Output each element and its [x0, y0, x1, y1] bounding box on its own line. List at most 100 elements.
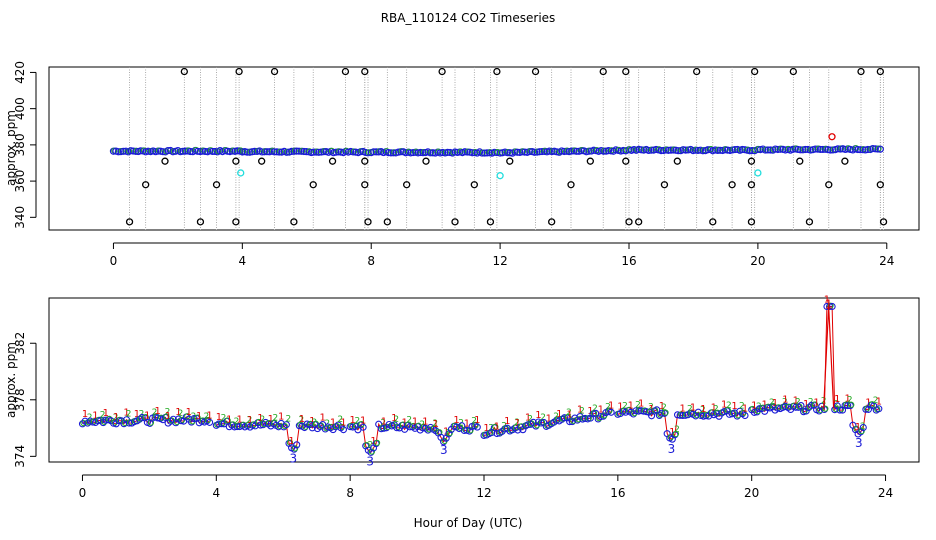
- bottom-data-point: [797, 401, 805, 410]
- top-baseline-point-green: [571, 147, 578, 154]
- bottom-flag-label: 1: [876, 397, 882, 408]
- bottom-flag-label: 1: [824, 294, 830, 305]
- top-baseline-point-green: [520, 148, 527, 155]
- top-baseline-point: [387, 149, 395, 157]
- bottom-data-point: [750, 408, 758, 416]
- top-baseline-point-green: [671, 146, 678, 153]
- bottom-x-tick-label: 4: [212, 486, 220, 500]
- bottom-data-point: [215, 420, 223, 428]
- bottom-flag-label: 1: [598, 405, 604, 416]
- top-outlier-point: [361, 67, 369, 76]
- bottom-data-point-green: [858, 428, 865, 435]
- bottom-flag-label: 1: [483, 423, 489, 434]
- bottom-flag-label: 1: [309, 416, 315, 427]
- bottom-flag-label: 1: [772, 398, 778, 409]
- bottom-flag-label: 1: [803, 399, 809, 410]
- top-baseline-point: [704, 146, 712, 154]
- top-baseline-point-green: [860, 146, 867, 153]
- top-baseline-point: [774, 145, 782, 154]
- bottom-flag-label: 1: [320, 413, 326, 424]
- bottom-data-point-green: [848, 401, 855, 408]
- bottom-y-tick-label: 374: [13, 445, 27, 468]
- top-baseline-point: [604, 147, 613, 155]
- top-outlier-point: [212, 181, 221, 189]
- top-baseline-point-green: [435, 148, 442, 155]
- top-outlier-point: [586, 157, 594, 165]
- top-vertical-lines: [129, 67, 884, 230]
- top-baseline-point: [144, 147, 152, 155]
- top-baseline-point: [310, 148, 318, 156]
- top-outlier-point: [531, 67, 540, 76]
- top-outlier-point: [622, 157, 630, 165]
- bottom-data-point-green: [116, 416, 123, 423]
- bottom-data-point-green: [163, 413, 170, 420]
- top-y-tick-label: 380: [13, 133, 27, 156]
- bottom-flag-label: 1: [453, 415, 459, 426]
- top-baseline-point-green: [785, 145, 792, 152]
- bottom-flag-label: 2: [354, 416, 360, 426]
- bottom-flag-label: 1: [422, 416, 428, 427]
- top-outlier-point: [622, 67, 630, 76]
- top-y-tick-label: 340: [13, 206, 27, 229]
- top-outlier-point: [567, 181, 575, 189]
- top-baseline-point: [372, 148, 380, 156]
- bottom-flag-label: 1: [196, 411, 202, 422]
- bottom-flag-label: 1: [761, 399, 767, 410]
- bottom-data-point-green: [219, 419, 226, 427]
- top-baseline-point-green: [163, 148, 170, 155]
- bottom-flag-label: 1: [855, 422, 861, 433]
- bottom-flag-label: 2: [687, 405, 693, 415]
- top-baseline-point: [159, 148, 167, 156]
- bottom-flag-label: 1: [845, 394, 851, 405]
- bottom-flag-label: 2: [847, 396, 853, 406]
- bottom-flag-label: 1: [165, 411, 171, 422]
- bottom-data-point: [138, 413, 146, 421]
- bottom-flag-label: 2: [178, 409, 184, 419]
- top-outlier-point: [876, 181, 884, 189]
- bottom-data-point-green: [657, 411, 664, 418]
- bottom-flag-label: 1: [216, 412, 222, 423]
- bottom-x-tick-label: 0: [79, 486, 87, 500]
- bottom-data-point-green: [868, 401, 876, 408]
- bottom-data-point-green: [863, 405, 870, 412]
- bottom-data-point-green: [224, 417, 231, 424]
- top-x-tick-label: 24: [879, 254, 894, 268]
- bottom-data-point-green: [688, 409, 695, 416]
- bottom-flag-label: 1: [288, 436, 294, 447]
- bottom-flag-label: 1: [731, 401, 737, 412]
- top-baseline-point-green: [845, 145, 852, 152]
- top-outlier-point: [438, 67, 446, 76]
- top-outlier-point: [383, 218, 391, 226]
- bottom-flag-label: 2: [445, 428, 451, 438]
- bottom-flag-label: 1: [690, 402, 696, 413]
- top-baseline-point-green: [314, 148, 321, 155]
- bottom-flag-label: 1: [494, 422, 500, 433]
- bottom-flag-label: 1: [123, 408, 129, 419]
- top-baseline-point: [567, 147, 576, 155]
- top-x-tick-label: 8: [367, 254, 375, 268]
- top-baseline-point: [201, 147, 209, 156]
- bottom-spike-label: 1: [825, 297, 833, 311]
- bottom-data-point-green: [837, 406, 845, 413]
- top-x-tick-label: 20: [750, 254, 765, 268]
- top-baseline-point: [137, 147, 145, 155]
- top-plot-frame: [48, 66, 920, 231]
- bottom-plot-frame: [48, 297, 920, 463]
- top-baseline-point-green: [269, 147, 276, 154]
- top-baseline-point-green: [193, 146, 200, 153]
- bottom-flag-label: 2: [592, 404, 598, 414]
- top-outlier-point: [364, 218, 372, 226]
- top-baseline-point-green: [793, 145, 800, 152]
- top-outlier-point: [142, 181, 150, 189]
- top-baseline-point-green: [200, 147, 207, 154]
- top-cyan-point: [496, 172, 504, 180]
- bottom-flag-label: 2: [527, 415, 533, 425]
- bottom-flag-label: 1: [711, 403, 717, 414]
- top-outlier-point: [747, 218, 756, 226]
- top-x-tick-label: 16: [621, 254, 636, 268]
- bottom-flag-label: 2: [514, 418, 520, 428]
- bottom-flag-label: 1: [546, 413, 552, 424]
- bottom-flag-label: 1: [175, 407, 181, 418]
- bottom-flag-label: 1: [474, 415, 480, 426]
